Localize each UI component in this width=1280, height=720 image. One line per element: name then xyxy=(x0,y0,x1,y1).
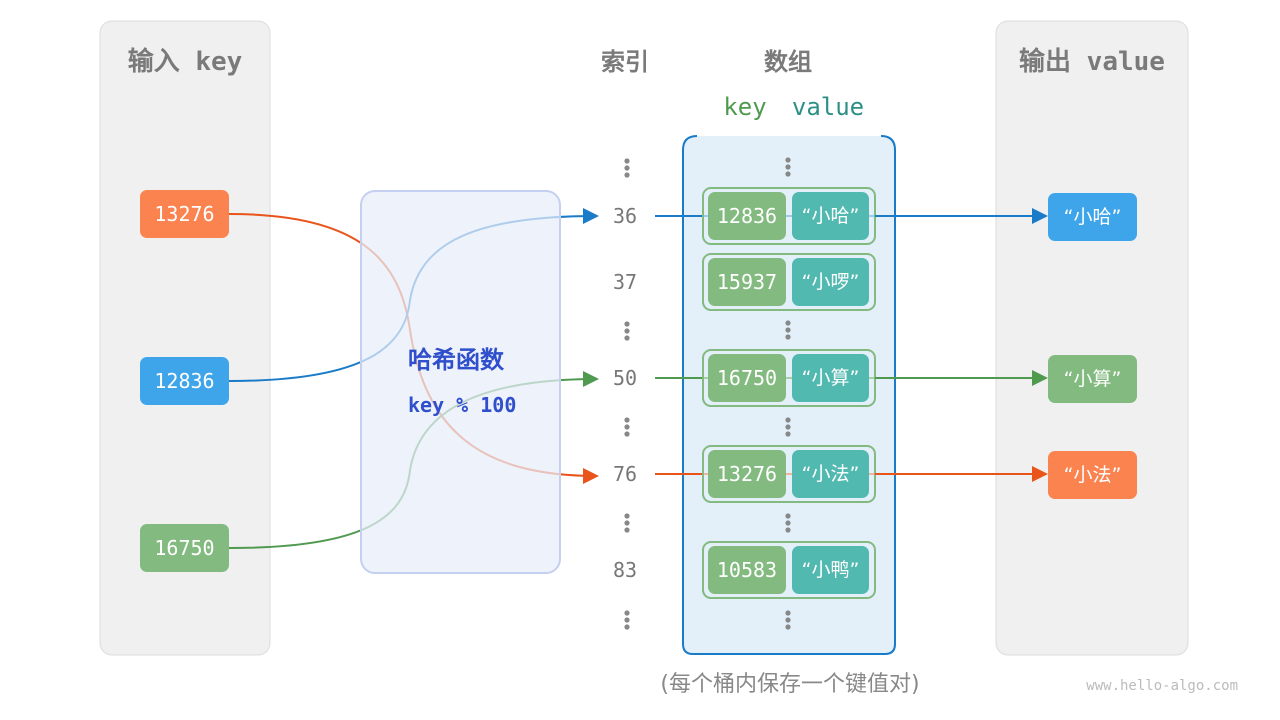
bucket-entry xyxy=(702,253,876,311)
input-key-label: 13276 xyxy=(154,202,214,226)
ellipsis-icon xyxy=(785,417,791,437)
input-key-box xyxy=(140,190,229,238)
index-header: 索引 xyxy=(601,48,649,76)
output-value-label: “小哈” xyxy=(1064,206,1122,228)
input-header: 输入 key xyxy=(128,46,243,77)
ellipsis-icon xyxy=(624,321,630,341)
ellipsis-icon xyxy=(785,157,791,177)
bucket-value-cell xyxy=(792,258,869,306)
bucket-index: 50 xyxy=(613,366,637,390)
ellipsis-icon xyxy=(624,610,630,630)
bucket-value-cell xyxy=(792,450,869,498)
array-value-header: value xyxy=(792,93,864,121)
output-value-box xyxy=(1048,355,1137,403)
ellipsis-icon xyxy=(624,513,630,533)
bucket-key: 12836 xyxy=(717,204,777,228)
hash-function-formula: key % 100 xyxy=(408,393,516,417)
ellipsis-icon xyxy=(624,417,630,437)
input-key-box xyxy=(140,357,229,405)
bucket-value: “小法” xyxy=(802,463,860,485)
ellipsis-icon xyxy=(785,320,791,340)
bucket-key: 10583 xyxy=(717,558,777,582)
output-header: 输出 value xyxy=(1019,46,1165,77)
input-key-box xyxy=(140,524,229,572)
output-value-box xyxy=(1048,451,1137,499)
output-panel xyxy=(995,20,1189,656)
bucket-index: 83 xyxy=(613,558,637,582)
bucket-value: “小鸭” xyxy=(802,559,860,581)
array-header: 数组 xyxy=(764,48,812,76)
bucket-value: “小啰” xyxy=(802,271,860,293)
bucket-value-cell xyxy=(792,546,869,594)
bucket-key: 15937 xyxy=(717,270,777,294)
bucket-value: “小算” xyxy=(802,367,860,389)
ellipsis-icon xyxy=(785,513,791,533)
ellipsis-icon xyxy=(624,158,630,178)
bucket-key-cell xyxy=(708,450,786,498)
bucket-index: 76 xyxy=(613,462,637,486)
hash-function-title: 哈希函数 xyxy=(408,346,505,374)
bucket-value-cell xyxy=(792,354,869,402)
bucket-key: 13276 xyxy=(717,462,777,486)
bucket-key-cell xyxy=(708,546,786,594)
bucket-index: 37 xyxy=(613,270,637,294)
bucket-key-cell xyxy=(708,258,786,306)
output-value-box xyxy=(1048,193,1137,241)
bucket-value: “小哈” xyxy=(802,205,860,227)
hash-function-box xyxy=(360,190,561,574)
footer-note: (每个桶内保存一个键值对) xyxy=(660,672,919,697)
output-value-label: “小法” xyxy=(1064,464,1122,486)
input-key-label: 12836 xyxy=(154,369,214,393)
bucket-key-cell xyxy=(708,192,786,240)
input-panel xyxy=(99,20,271,656)
output-value-label: “小算” xyxy=(1064,368,1122,390)
ellipsis-icon xyxy=(785,610,791,630)
bucket-key: 16750 xyxy=(717,366,777,390)
bucket-index: 36 xyxy=(613,204,637,228)
array-key-header: key xyxy=(723,93,766,121)
bucket-value-cell xyxy=(792,192,869,240)
bucket-key-cell xyxy=(708,354,786,402)
watermark: www.hello-algo.com xyxy=(1086,678,1238,694)
bucket-entry xyxy=(702,541,876,599)
input-key-label: 16750 xyxy=(154,536,214,560)
